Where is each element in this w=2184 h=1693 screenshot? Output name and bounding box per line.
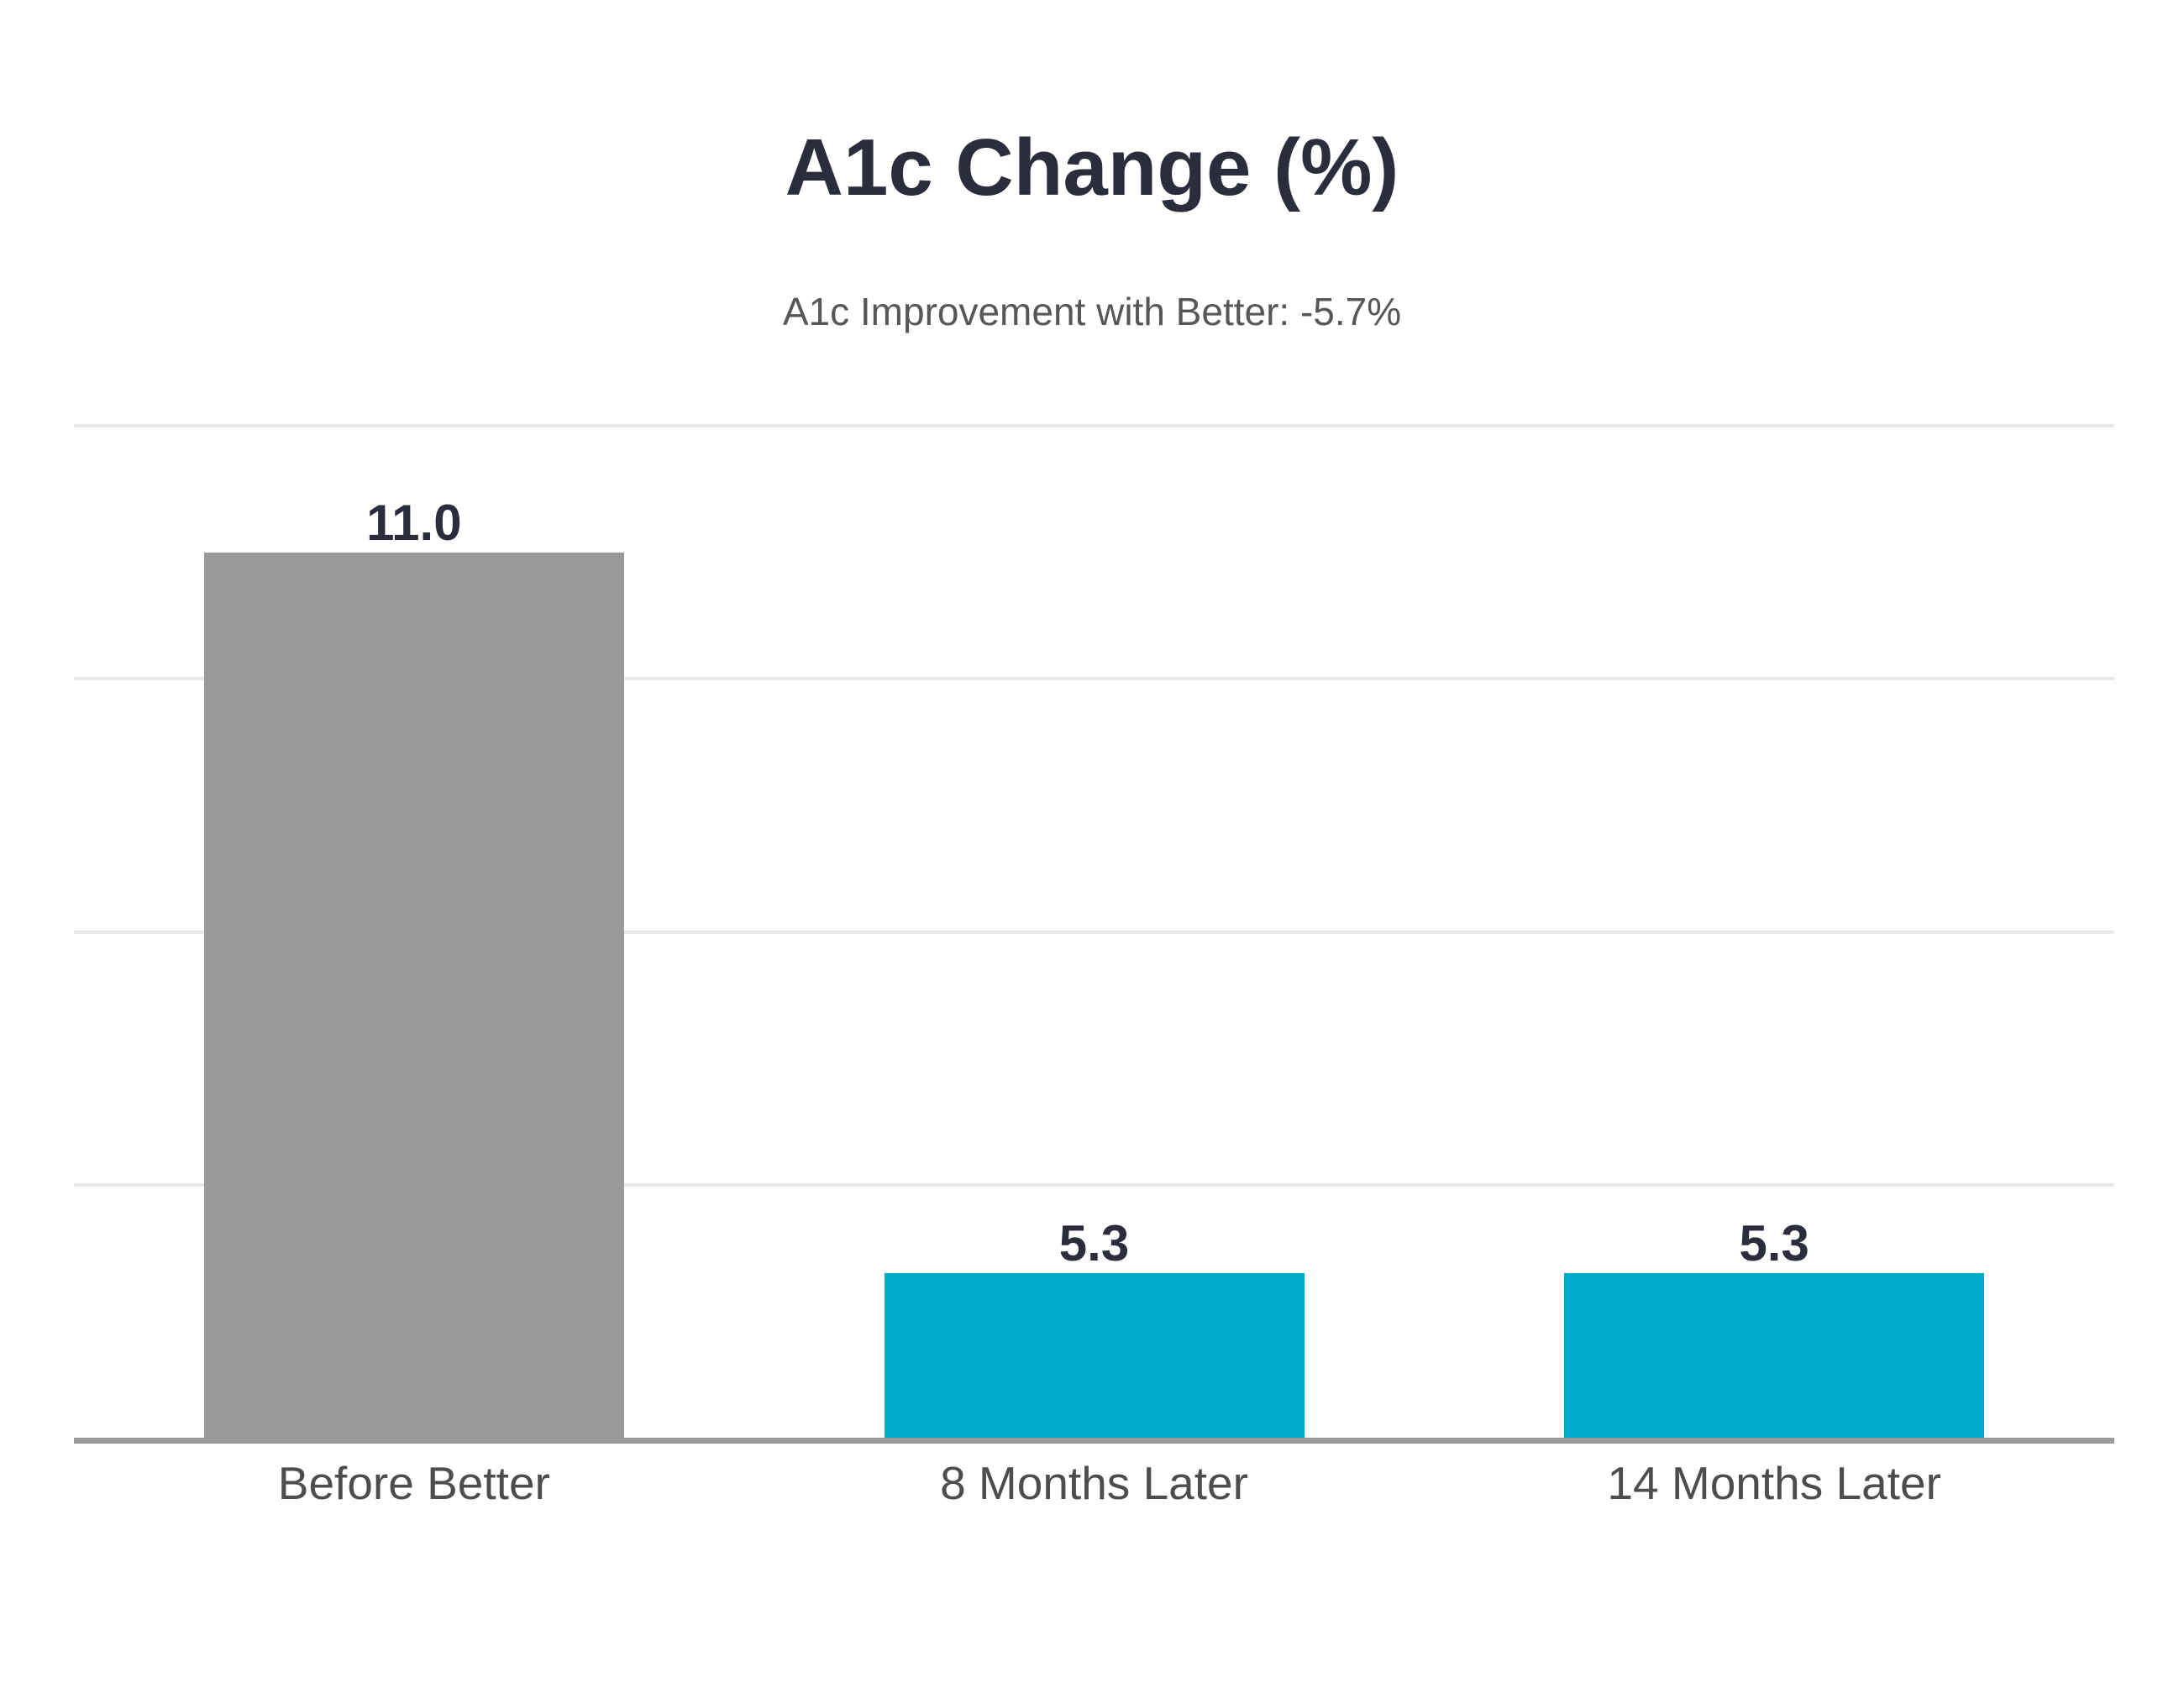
bar-1 [884, 1273, 1305, 1438]
gridline-y-8 [74, 930, 2114, 934]
bar-0 [203, 552, 624, 1438]
x-axis-label-1: 8 Months Later [940, 1457, 1248, 1509]
bar-value-label-1: 5.3 [1058, 1215, 1130, 1272]
x-axis-label-2: 14 Months Later [1607, 1457, 1941, 1509]
bar-value-label-0: 11.0 [366, 494, 462, 551]
gridline-y-6 [74, 1182, 2114, 1187]
bar-2 [1564, 1273, 1985, 1438]
x-axis-line [74, 1438, 2114, 1444]
chart-subtitle: A1c Improvement with Better: -5.7% [782, 290, 1402, 333]
chart-title: A1c Change (%) [785, 123, 1399, 212]
x-axis-label-0: Before Better [277, 1457, 550, 1509]
bar-value-label-2: 5.3 [1739, 1215, 1809, 1272]
gridline-y-10 [74, 677, 2114, 681]
gridline-y-12 [74, 424, 2114, 427]
